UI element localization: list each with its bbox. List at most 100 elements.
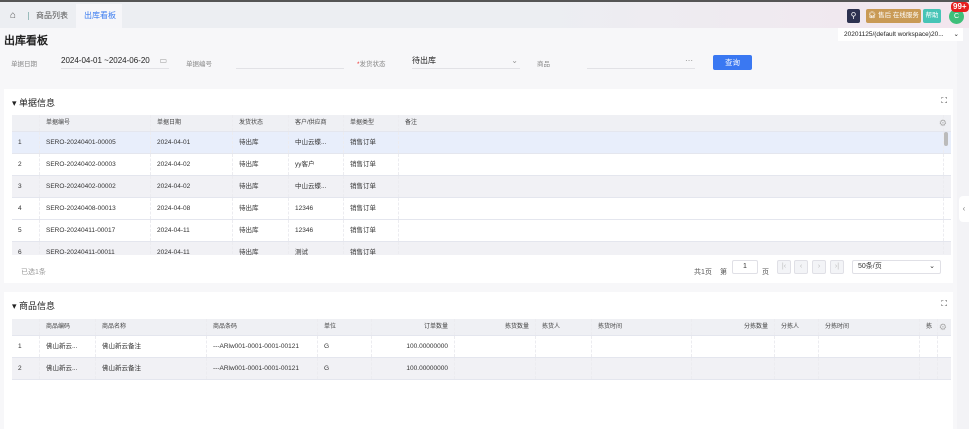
table-row[interactable]: 4 SERO-20240408-00013 2024-04-08 待出库 12346 销售…: [12, 198, 951, 220]
product-table: 商品编码 商品名称 商品条码 单位 订单数量 拣货数量 拣货人 拣货时间 分拣数量 分拣人 分拣时间…: [12, 319, 951, 381]
page-size-select[interactable]: 50条/页 ⌄: [852, 260, 941, 274]
table-row[interactable]: 1 佛山新云... 佛山新云备注 ---ARlw001-0001-0001-00121…: [12, 336, 951, 358]
doc-section: ▾ 单据信息 ⛶ 单据编号 单据日期 发货状态 客户/供应商 单据类型 备注 ⚙ 1 SERO-…: [4, 89, 953, 283]
date-label: 单据日期: [11, 61, 37, 68]
fullscreen-icon[interactable]: ⛶: [941, 96, 947, 105]
table-cell: 佛山新云备注: [96, 358, 207, 379]
table-cell: SERO-20240401-00005: [40, 132, 151, 153]
last-page-button[interactable]: ›|: [830, 260, 844, 274]
table-row[interactable]: 3 SERO-20240402-00002 2024-04-02 待出库 中山云蝶...…: [12, 176, 951, 198]
avatar[interactable]: C: [949, 9, 964, 24]
column-header[interactable]: 拣货数量: [455, 319, 536, 335]
table-cell: [399, 132, 944, 153]
search-icon[interactable]: ⚲: [847, 9, 860, 23]
settings-icon[interactable]: ⚙: [938, 118, 947, 128]
table-cell: SERO-20240402-00003: [40, 154, 151, 175]
table-cell: 待出库: [233, 220, 289, 241]
status-select[interactable]: 待出库 ⌄: [412, 54, 520, 69]
column-header[interactable]: 拣: [920, 319, 938, 335]
first-page-button[interactable]: |‹: [777, 260, 791, 274]
table-cell: 2024-04-01: [151, 132, 233, 153]
column-header[interactable]: 拣货人: [536, 319, 592, 335]
table-cell: 100.00000000: [372, 358, 455, 379]
table-row[interactable]: 2 佛山新云... 佛山新云备注 ---ARlw001-0001-0001-00121…: [12, 358, 951, 380]
column-header[interactable]: [12, 319, 40, 335]
table-cell: G: [318, 358, 372, 379]
table-cell: 1: [12, 336, 40, 357]
product-input[interactable]: ⋯: [587, 54, 695, 69]
table-cell: [775, 358, 819, 379]
help-button[interactable]: 帮助: [923, 9, 941, 23]
column-header[interactable]: 分拣时间: [819, 319, 920, 335]
table-row[interactable]: 5 SERO-20240411-00017 2024-04-11 待出库 12346 销售…: [12, 220, 951, 242]
tab-label: 商品列表: [36, 11, 68, 20]
table-cell: [455, 336, 536, 357]
notification-badge: 99+: [951, 2, 969, 12]
doc-no-input[interactable]: [236, 54, 344, 69]
table-cell: 销售订单: [344, 220, 399, 241]
table-cell: [775, 336, 819, 357]
required-mark: *: [357, 61, 360, 68]
home-icon[interactable]: ⌂: [9, 10, 17, 21]
tab-product-list[interactable]: 商品列表: [36, 4, 68, 30]
column-header[interactable]: 订单数量: [372, 319, 455, 335]
column-header[interactable]: 分拣数量: [692, 319, 775, 335]
table-row[interactable]: 6 SERO-20240411-00011 2024-04-11 待出库 测试 销售订单: [12, 242, 951, 255]
table-cell: 销售订单: [344, 242, 399, 255]
next-page-button[interactable]: ›: [812, 260, 826, 274]
table-cell: [455, 358, 536, 379]
headset-icon: 🎧︎: [868, 12, 877, 19]
tab-outbound-board[interactable]: 出库看板×: [76, 4, 122, 44]
workspace-select[interactable]: 20201125/(default workspace)20... ⌄: [838, 28, 963, 41]
table-cell: 6: [12, 242, 40, 255]
query-button[interactable]: 查询: [713, 55, 752, 70]
section-title: 单据信息: [19, 98, 56, 108]
settings-icon[interactable]: ⚙: [938, 322, 947, 332]
tab-label: 出库看板: [84, 11, 116, 20]
table-cell: [399, 198, 944, 219]
column-header[interactable]: 单据编号: [40, 115, 151, 131]
table-cell: 中山云蝶...: [289, 176, 344, 197]
column-header[interactable]: 拣货时间: [592, 319, 692, 335]
column-header[interactable]: 备注: [399, 115, 944, 131]
table-cell: SERO-20240408-00013: [40, 198, 151, 219]
table-cell: [399, 154, 944, 175]
service-label: 售后 在线服务: [878, 12, 919, 19]
page-size-value: 50条/页: [858, 263, 882, 270]
selected-count: 已选1条: [21, 269, 46, 276]
column-header[interactable]: 单位: [318, 319, 372, 335]
column-header[interactable]: 分拣人: [775, 319, 819, 335]
column-header[interactable]: 单据类型: [344, 115, 399, 131]
column-header[interactable]: 商品编码: [40, 319, 96, 335]
date-range-input[interactable]: 2024-04-01 ~2024-06-20 ▭: [61, 54, 169, 69]
more-icon[interactable]: ⋯: [685, 56, 693, 65]
table-cell: 1: [12, 132, 40, 153]
tab-bar: ⌂ 商品列表 出库看板× ⚲ 🎧︎ 售后 在线服务 帮助 C 99+: [0, 0, 969, 44]
table-cell: 2024-04-11: [151, 220, 233, 241]
workspace-value: 20201125/(default workspace)20...: [844, 31, 944, 38]
status-label-text: 发货状态: [359, 61, 386, 68]
collapse-panel-icon[interactable]: ‹: [959, 196, 969, 222]
table-row[interactable]: 1 SERO-20240401-00005 2024-04-01 待出库 中山云蝶...…: [12, 132, 951, 154]
table-cell: 12346: [289, 198, 344, 219]
page-title: 出库看板: [4, 35, 48, 47]
column-header[interactable]: [12, 115, 40, 131]
chevron-down-icon: ⌄: [511, 56, 518, 65]
column-header[interactable]: 商品名称: [96, 319, 207, 335]
service-button[interactable]: 🎧︎ 售后 在线服务: [866, 9, 921, 23]
column-header[interactable]: 发货状态: [233, 115, 289, 131]
chevron-down-icon: ⌄: [953, 31, 959, 38]
table-row[interactable]: 2 SERO-20240402-00003 2024-04-02 待出库 yy客户 销售订…: [12, 154, 951, 176]
divider: [28, 12, 29, 20]
column-header[interactable]: 单据日期: [151, 115, 233, 131]
fullscreen-icon[interactable]: ⛶: [941, 299, 947, 308]
page-input[interactable]: 1: [732, 260, 758, 274]
section-header[interactable]: ▾ 单据信息: [12, 96, 55, 109]
column-header[interactable]: 客户/供应商: [289, 115, 344, 131]
scrollbar[interactable]: [944, 132, 948, 146]
column-header[interactable]: 商品条码: [207, 319, 318, 335]
prev-page-button[interactable]: ‹: [794, 260, 808, 274]
table-cell: [399, 242, 944, 255]
section-header[interactable]: ▾ 商品信息: [12, 299, 55, 312]
table-cell: 销售订单: [344, 132, 399, 153]
